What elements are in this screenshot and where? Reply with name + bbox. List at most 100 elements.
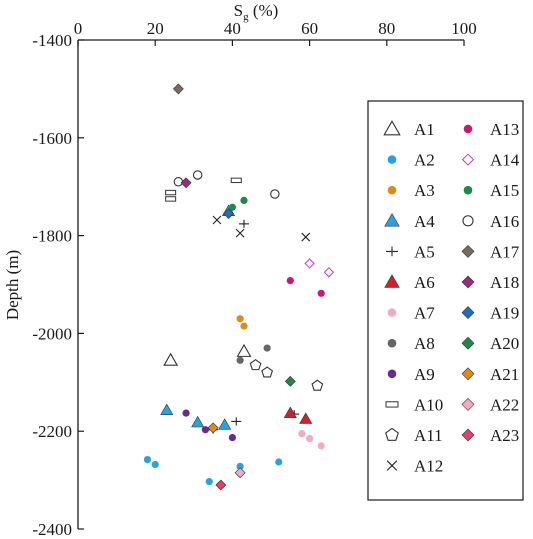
legend-label-a20: A20 <box>490 334 519 353</box>
data-point-a2 <box>143 455 152 464</box>
legend-label-a1: A1 <box>414 120 435 139</box>
data-point-a13 <box>286 276 294 285</box>
data-point-a2 <box>205 477 213 486</box>
data-point-a4 <box>191 415 205 428</box>
x-axis-title-sub: g <box>243 11 249 23</box>
legend-label-a23: A23 <box>490 426 519 445</box>
legend-marker-a22 <box>461 397 475 411</box>
data-point-a5 <box>238 219 249 228</box>
legend-marker-a1 <box>383 120 401 136</box>
data-point-a7 <box>306 434 314 443</box>
legend-marker-a4 <box>384 212 400 227</box>
data-point-a2 <box>236 462 244 471</box>
data-point-a9 <box>201 426 209 434</box>
data-point-a22 <box>234 467 246 479</box>
data-point-a16 <box>173 177 184 187</box>
data-point-a14 <box>304 258 315 269</box>
data-point-a19 <box>223 208 234 220</box>
legend: A1 A2 A3 A4 A5 A6 A7 A8 A9 A10 A11 A12 A13 A14 A15 A16 A… <box>383 120 520 476</box>
legend-label-a15: A15 <box>490 181 519 200</box>
legend-label-a21: A21 <box>490 365 519 384</box>
data-point-a2 <box>151 460 159 469</box>
legend-label-a16: A16 <box>490 212 519 231</box>
data-point-a14 <box>323 267 335 278</box>
y-axis-title: Depth (m) <box>3 250 22 320</box>
data-point-a5 <box>231 417 242 426</box>
data-point-a21 <box>207 422 219 434</box>
data-point-a1 <box>163 352 179 366</box>
legend-label-a7: A7 <box>414 304 435 323</box>
legend-marker-a10 <box>385 401 399 408</box>
data-point-a13 <box>317 289 325 297</box>
data-point-a11 <box>311 379 324 391</box>
data-point-a12 <box>212 215 222 225</box>
data-point-a17 <box>172 83 184 95</box>
y-tick-label: -2000 <box>32 324 72 343</box>
legend-marker-a16 <box>462 215 474 227</box>
x-tick-label: 40 <box>224 19 241 38</box>
legend-marker-a18 <box>461 275 475 289</box>
x-tick-label: 20 <box>147 19 164 38</box>
legend-marker-a11 <box>385 427 399 441</box>
legend-marker-a5 <box>386 246 398 257</box>
data-point-a12 <box>301 232 311 242</box>
legend-marker-a12 <box>386 460 398 471</box>
legend-marker-a2 <box>387 155 397 164</box>
data-point-a7 <box>317 442 325 450</box>
legend-label-a18: A18 <box>490 273 519 292</box>
data-point-a2 <box>275 458 283 466</box>
legend-marker-a19 <box>461 306 475 320</box>
data-point-a23 <box>215 479 227 491</box>
x-axis: 0 20 40 60 80 100 <box>74 19 477 46</box>
data-point-a6 <box>299 412 313 424</box>
data-point-a11 <box>249 359 262 371</box>
data-point-a7 <box>298 430 306 438</box>
legend-label-a2: A2 <box>414 151 435 170</box>
data-point-a15 <box>228 203 236 211</box>
legend-label-a22: A22 <box>490 395 519 414</box>
legend-label-a12: A12 <box>414 457 443 476</box>
legend-label-a10: A10 <box>414 395 443 414</box>
legend-label-a13: A13 <box>490 120 519 139</box>
legend-marker-a9 <box>387 369 397 379</box>
legend-label-a9: A9 <box>414 365 435 384</box>
data-point-a10 <box>165 189 177 196</box>
data-point-a10 <box>230 177 242 184</box>
data-point-a12 <box>235 228 245 238</box>
y-tick-label: -1400 <box>32 31 72 50</box>
data-point-a4 <box>160 403 174 415</box>
legend-marker-a7 <box>387 308 397 317</box>
x-tick-label: 100 <box>451 19 477 38</box>
x-axis-title: Sg (%) <box>234 1 279 23</box>
legend-marker-a21 <box>461 367 475 381</box>
data-points <box>143 83 335 491</box>
data-point-a18 <box>180 177 192 189</box>
data-point-a6 <box>283 406 297 418</box>
data-point-a16 <box>192 170 203 180</box>
legend-label-a5: A5 <box>414 242 435 261</box>
legend-marker-a23 <box>461 428 475 442</box>
legend-label-a3: A3 <box>414 181 435 200</box>
data-point-a3 <box>236 315 244 323</box>
y-axis: -1400 -1600 -1800 -2000 -2200 -2400 <box>32 31 84 539</box>
x-axis-title-main: S <box>234 1 243 20</box>
data-point-a20 <box>284 375 296 387</box>
data-point-a8 <box>263 344 271 352</box>
legend-marker-a13 <box>463 124 473 134</box>
data-point-a16 <box>270 189 280 199</box>
data-point-a10 <box>165 196 177 202</box>
legend-marker-a3 <box>387 185 397 195</box>
legend-label-a14: A14 <box>490 151 520 170</box>
x-axis-title-suffix: (%) <box>249 1 279 20</box>
x-tick-label: 60 <box>301 19 318 38</box>
data-point-a11 <box>261 366 274 378</box>
legend-marker-a8 <box>387 338 397 348</box>
y-tick-label: -2200 <box>32 422 72 441</box>
data-point-a15 <box>240 196 248 204</box>
legend-label-a4: A4 <box>414 212 435 231</box>
y-tick-label: -2400 <box>32 520 72 539</box>
legend-label-a6: A6 <box>414 273 435 292</box>
y-tick-label: -1800 <box>32 227 72 246</box>
data-point-a1 <box>236 343 252 357</box>
data-point-a9 <box>228 433 236 442</box>
